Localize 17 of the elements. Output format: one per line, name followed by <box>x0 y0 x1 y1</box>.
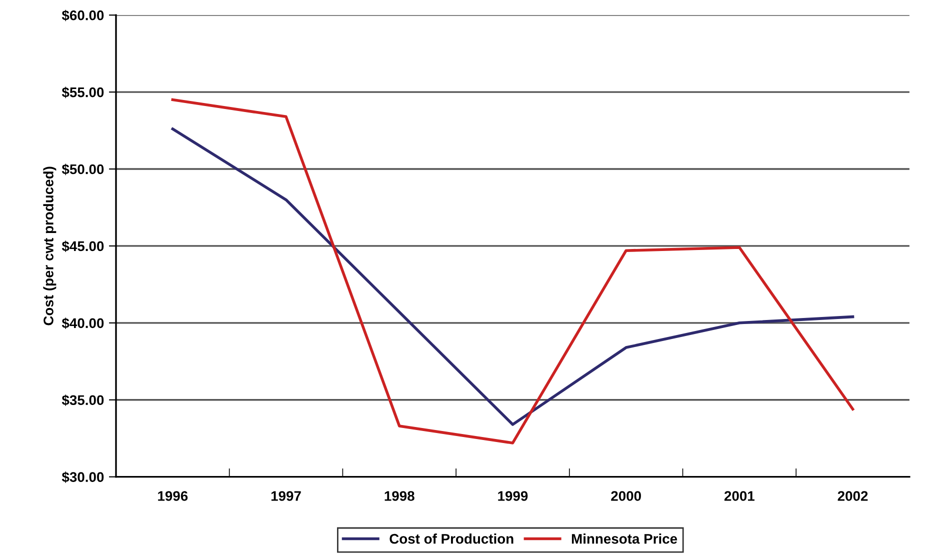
y-tick-label: $45.00 <box>62 240 104 252</box>
y-tick-label: $55.00 <box>62 86 104 98</box>
y-tick-label: $35.00 <box>62 394 104 406</box>
x-tick-label: 2002 <box>838 491 868 501</box>
legend-label: Minnesota Price <box>572 534 678 544</box>
y-tick-label: $40.00 <box>62 318 104 329</box>
y-tick-label: $60.00 <box>62 10 104 22</box>
legend-label: Cost of Production <box>390 534 514 544</box>
x-tick-label: 2000 <box>611 491 641 501</box>
y-axis-title: Cost (per cwt produced) <box>43 166 56 326</box>
x-tick-label: 1996 <box>158 491 188 501</box>
x-tick-label: 1999 <box>498 491 528 501</box>
x-tick-label: 1998 <box>384 491 414 501</box>
y-tick-label: $30.00 <box>62 472 104 483</box>
x-tick-label: 1997 <box>271 491 301 501</box>
y-tick-label: $50.00 <box>62 164 104 176</box>
x-tick-label: 2001 <box>724 491 754 501</box>
